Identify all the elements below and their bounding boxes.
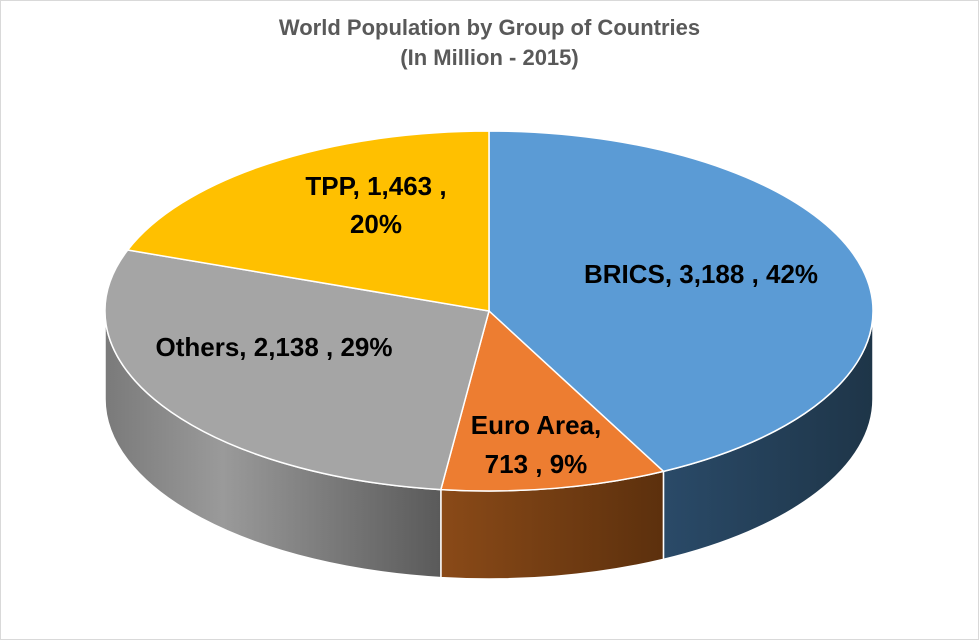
chart-title-block: World Population by Group of Countries (… xyxy=(1,13,978,73)
pie-slice-tpp xyxy=(126,130,490,312)
chart-title: World Population by Group of Countries xyxy=(278,15,701,40)
pie-slice-brics xyxy=(488,130,874,473)
data-label-line: BRICS, 3,188 , 42% xyxy=(584,259,818,289)
pie-slice-others xyxy=(104,249,490,491)
pie-slice-euro-area xyxy=(439,309,665,492)
data-label-tpp: TPP, 1,463 , 20% xyxy=(305,171,446,239)
data-label-line: Others, 2,138 , 29% xyxy=(155,332,392,362)
data-label-line: 20% xyxy=(350,209,402,239)
data-label-line: 713 , 9% xyxy=(485,449,588,479)
chart-subtitle: (In Million - 2015) xyxy=(400,45,579,70)
data-label-line: Euro Area, xyxy=(471,410,602,440)
data-label-others: Others, 2,138 , 29% xyxy=(155,332,392,362)
data-label-euro-area: Euro Area, 713 , 9% xyxy=(471,410,602,479)
data-label-line: TPP, 1,463 , xyxy=(305,171,446,201)
data-label-brics: BRICS, 3,188 , 42% xyxy=(584,259,818,289)
